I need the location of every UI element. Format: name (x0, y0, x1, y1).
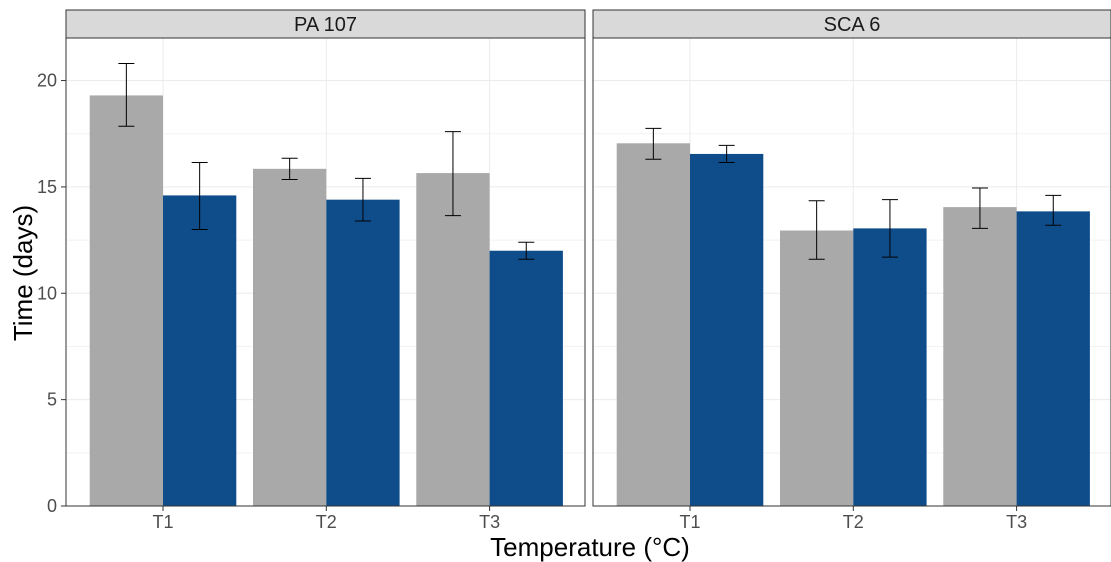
panel-1: PA 107 T1 T2 T3 (65, 9, 586, 532)
x-tick-label: T1 (679, 512, 700, 532)
x-tick-label: T2 (843, 512, 864, 532)
y-axis: 0 5 10 15 20 (37, 71, 66, 516)
error-bar (191, 161, 208, 230)
bar (1016, 211, 1090, 506)
error-bar (881, 199, 898, 258)
bar (853, 228, 927, 506)
error-bar (118, 63, 135, 127)
error-bar (718, 144, 735, 163)
panel-border (592, 37, 1111, 507)
y-tick-label: 20 (37, 71, 57, 91)
panel-title: SCA 6 (824, 14, 881, 36)
x-tick-label: T3 (479, 512, 500, 532)
y-tick-label: 15 (37, 177, 57, 197)
panel-strip (65, 9, 586, 39)
error-bar (808, 200, 825, 260)
bar (943, 207, 1017, 507)
x-axis-title: Temperature (°C) (490, 532, 690, 562)
bar (89, 95, 163, 506)
x-tick-label: T3 (1006, 512, 1027, 532)
y-tick-label: 5 (47, 390, 57, 410)
panel-border (65, 37, 586, 507)
y-tick-label: 10 (37, 283, 57, 303)
error-bar (971, 187, 988, 229)
bar (616, 143, 690, 507)
error-bar (645, 127, 662, 160)
panels-layer: PA 107 T1 T2 T3 SCA 6 T1 T2 T3 (65, 9, 1111, 532)
bar (489, 250, 563, 506)
error-bar (281, 157, 298, 180)
bar (163, 195, 237, 506)
bar (780, 230, 854, 506)
y-tick-label: 0 (47, 496, 57, 516)
panel-2: SCA 6 T1 T2 T3 (592, 9, 1111, 532)
bar (253, 168, 327, 506)
y-axis-title: Time (days) (8, 205, 38, 341)
bar (690, 153, 764, 506)
panel-strip (592, 9, 1111, 39)
bar (416, 173, 490, 506)
x-tick-label: T1 (152, 512, 173, 532)
bar (326, 199, 400, 506)
x-tick-label: T2 (316, 512, 337, 532)
error-bar (518, 241, 535, 260)
error-bar (444, 131, 461, 217)
error-bar (354, 177, 371, 222)
error-bar (1045, 194, 1062, 226)
panel-title: PA 107 (294, 14, 357, 36)
